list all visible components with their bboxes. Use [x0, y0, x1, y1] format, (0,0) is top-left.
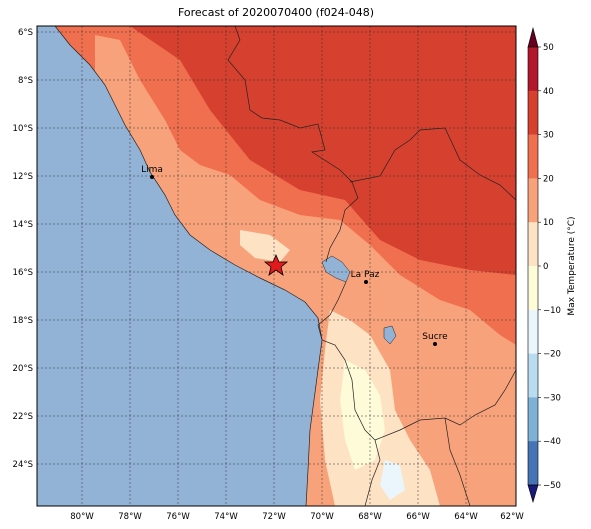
colorbar-tick-label: −20	[543, 350, 561, 360]
lake-titicaca	[321, 255, 351, 283]
lon-label: 72°W	[262, 512, 286, 522]
lon-label: 66°W	[406, 512, 430, 522]
colorbar-bin	[528, 309, 538, 354]
colorbar-tick-label: 10	[543, 218, 554, 228]
colorbar-tick-label: −50	[543, 481, 561, 491]
lat-label: 18°S	[13, 316, 33, 326]
colorbar-tick-label: −40	[543, 437, 561, 447]
colorbar-tick-label: 0	[543, 262, 548, 272]
colorbar-bin	[528, 353, 538, 398]
contour-band-minus10-0	[380, 460, 405, 500]
lon-label: 80°W	[70, 512, 94, 522]
lat-label: 20°S	[13, 364, 33, 374]
colorbar-extend-bottom	[527, 484, 539, 504]
border-bolivia-argentina	[374, 369, 516, 441]
city-label: Lima	[141, 165, 163, 175]
colorbar-bin	[528, 90, 538, 135]
lon-label: 68°W	[358, 512, 382, 522]
city-dot	[364, 280, 368, 284]
lat-label: 10°S	[13, 124, 33, 134]
colorbar-bin	[528, 266, 538, 311]
contour-band-0-10-c	[340, 360, 385, 470]
lat-label: 22°S	[13, 412, 33, 422]
colorbar-tick-label: −30	[543, 393, 561, 403]
coastline	[54, 26, 323, 506]
colorbar-label: Max Temperature (°C)	[567, 216, 577, 315]
lat-label: 24°S	[13, 460, 33, 470]
city-label: Sucre	[422, 332, 448, 342]
city-lima[interactable]: Lima	[141, 165, 163, 179]
lat-label: 6°S	[18, 28, 33, 38]
colorbar-bin	[528, 178, 538, 223]
border-peru-brazil	[227, 26, 359, 263]
lon-label: 76°W	[166, 512, 190, 522]
city-dot	[150, 175, 154, 179]
colorbar-bin	[528, 47, 538, 92]
city-label: La Paz	[351, 270, 380, 280]
colorbar-tick-label: 30	[543, 131, 554, 141]
colorbar-bin	[528, 222, 538, 267]
lat-label: 12°S	[13, 172, 33, 182]
border-argentina-chile	[364, 459, 381, 506]
colorbar-extend-top	[527, 26, 539, 48]
colorbar-bin	[528, 441, 538, 486]
lon-label: 64°W	[454, 512, 478, 522]
contour-band-0-10-b	[240, 230, 290, 262]
lon-label: 74°W	[214, 512, 238, 522]
city-sucre[interactable]: Sucre	[422, 332, 448, 346]
border-argentina-paraguay	[444, 417, 471, 506]
ocean	[37, 26, 322, 506]
contour-band-30-40	[200, 26, 516, 210]
map-title: Forecast of 2020070400 (f024-048)	[177, 6, 375, 19]
plot-frame	[36, 25, 517, 507]
border-bolivia-brazil	[349, 127, 516, 201]
longitude-labels: 80°W 78°W 76°W 74°W 72°W 70°W 68°W 66°W …	[70, 512, 524, 522]
city-la-paz[interactable]: La Paz	[351, 270, 380, 284]
border-peru-bolivia-chile	[317, 281, 381, 461]
latitude-labels: 6°S 8°S 10°S 12°S 14°S 16°S 18°S 20°S 22…	[13, 28, 33, 470]
lon-label: 70°W	[310, 512, 334, 522]
contour-band-10-20	[95, 35, 516, 506]
lat-label: 16°S	[13, 268, 33, 278]
colorbar: 50 40 30 20 10 0 −10 −20 −30 −40 −50	[527, 26, 561, 504]
colorbar-tick-label: 40	[543, 87, 554, 97]
city-dot	[433, 342, 437, 346]
colorbar-tick-label: 20	[543, 174, 554, 184]
colorbar-bin	[528, 397, 538, 442]
star-icon[interactable]	[263, 253, 289, 276]
colorbar-tick-label: −10	[543, 306, 561, 316]
colorbar-bin	[528, 134, 538, 179]
lon-label: 78°W	[118, 512, 142, 522]
colorbar-tick-label: 50	[543, 43, 554, 53]
lon-label: 62°W	[500, 512, 524, 522]
lat-label: 8°S	[18, 76, 33, 86]
lake-poopo	[383, 325, 397, 345]
lat-label: 14°S	[13, 220, 33, 230]
graticule	[37, 26, 516, 506]
